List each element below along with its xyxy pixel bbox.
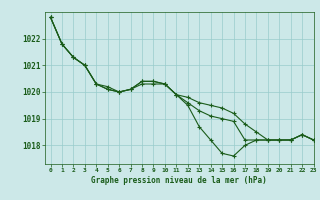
X-axis label: Graphe pression niveau de la mer (hPa): Graphe pression niveau de la mer (hPa) [91, 176, 267, 185]
